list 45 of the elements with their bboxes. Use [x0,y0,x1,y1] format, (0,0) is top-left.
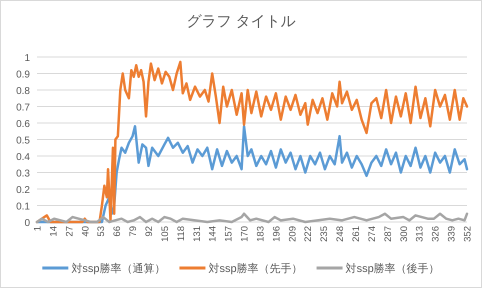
y-tick-label: 0.4 [16,152,30,163]
y-tick-label: 0.6 [16,119,30,130]
x-tick-label: 66 [112,226,124,237]
y-tick-label: 0.7 [16,102,30,114]
x-tick-label: 222 [303,226,314,242]
x-tick-label: 196 [271,226,282,242]
x-tick-label: 157 [224,226,235,242]
x-tick-label: 118 [176,226,187,242]
x-tick-label: 144 [208,226,219,242]
x-tick-label: 352 [462,226,474,242]
x-tick-label: 274 [366,226,378,242]
y-tick-label: 0.2 [16,185,30,196]
x-tick-label: 79 [128,226,140,237]
x-tick-label: 27 [64,226,76,237]
chart-title: グラフ タイトル [186,13,296,30]
x-tick-label: 339 [446,226,458,242]
x-tick-label: 131 [192,226,203,242]
x-tick-label: 300 [398,226,410,242]
legend-label: 対ssp勝率（先手） [208,262,303,275]
x-tick-label: 287 [382,226,394,242]
line-series [36,212,468,224]
legend-label: 対ssp勝率（後手） [346,262,440,275]
x-tick-label: 92 [144,226,155,237]
x-tick-label: 1 [32,226,44,232]
x-tick-label: 313 [414,226,426,242]
x-tick-label: 105 [160,226,171,242]
y-tick-label: 1 [24,53,30,64]
y-tick-label: 0.5 [16,136,30,146]
legend-label: 対ssp勝率（通算） [71,262,166,275]
x-tick-label: 53 [96,226,108,237]
x-tick-label: 14 [48,226,60,237]
x-tick-label: 170 [240,226,251,242]
line-series [36,125,468,224]
y-tick-label: 0.1 [16,202,30,212]
y-tick-label: 0.9 [16,70,30,80]
x-tick-label: 40 [80,226,92,237]
x-tick-label: 326 [430,226,442,242]
x-tick-label: 248 [335,226,346,242]
x-tick-label: 261 [351,226,362,242]
y-tick-label: 0.8 [16,86,30,97]
x-tick-label: 235 [319,226,330,242]
x-tick-label: 209 [287,226,298,242]
x-tick-label: 183 [255,226,266,242]
y-tick-label: 0 [24,218,30,229]
y-tick-label: 0.3 [16,168,30,180]
